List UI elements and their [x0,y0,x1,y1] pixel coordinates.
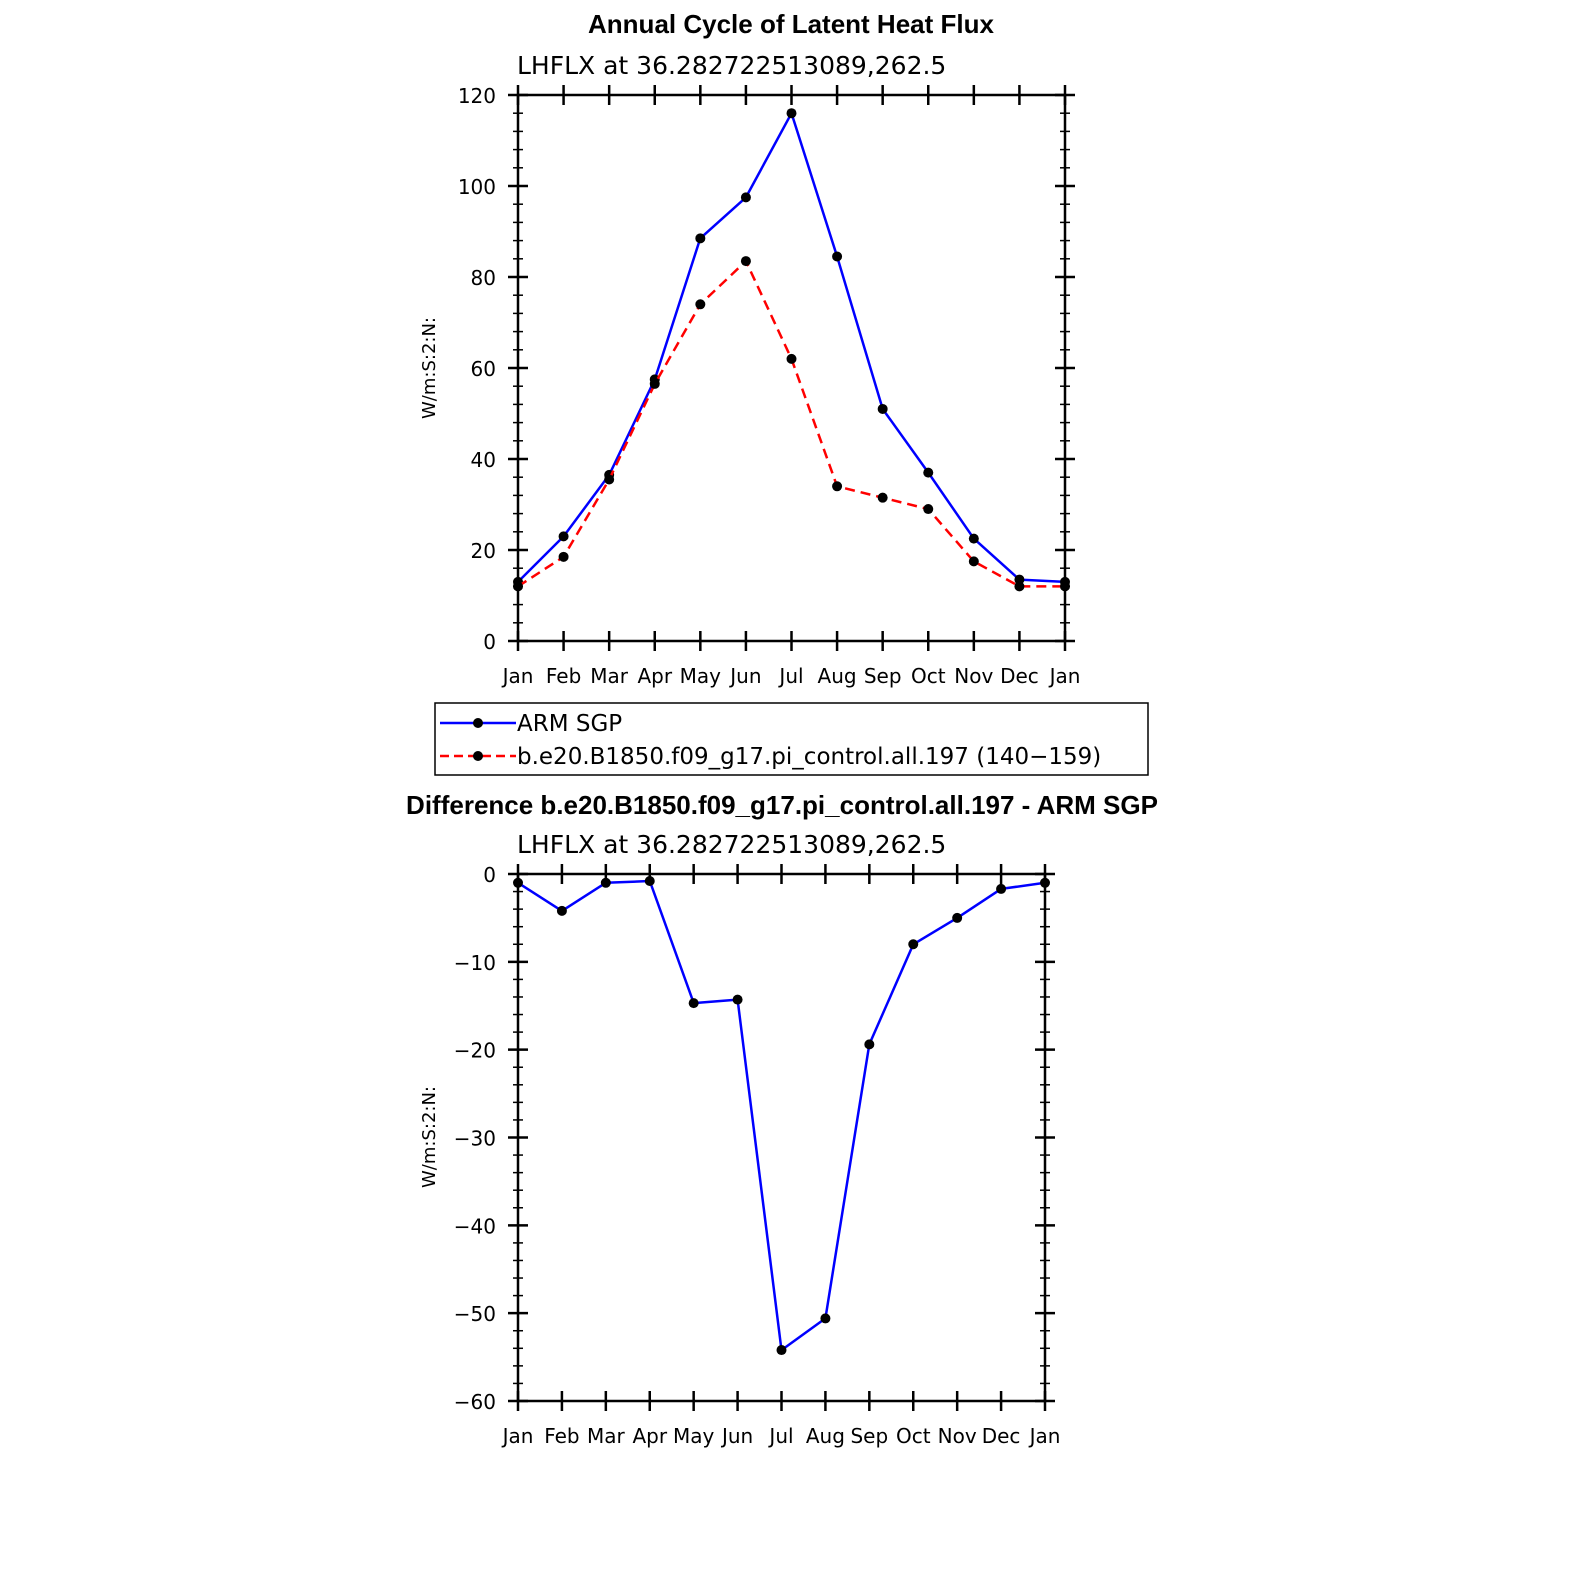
difference-data-point-0 [820,1313,831,1324]
y-tick-label: 120 [458,84,496,108]
data-point-0 [923,467,934,478]
data-point-1 [558,551,569,562]
data-point-1 [877,492,888,503]
data-point-1 [740,256,751,267]
data-point-0 [832,251,843,262]
data-point-1 [695,299,706,310]
difference-x-tick-label: Dec [982,1424,1021,1448]
difference-x-tick-label: Sep [850,1424,888,1448]
data-point-1 [1014,581,1025,592]
difference-data-point-0 [908,939,919,950]
difference-x-tick-label: Jan [501,1424,534,1448]
y-tick-label: 60 [471,357,496,381]
y-tick-label: 100 [458,175,496,199]
data-point-1 [786,353,797,364]
difference-data-point-0 [996,883,1007,894]
series-line-0 [517,111,1066,584]
difference-x-tick-label: Nov [938,1424,977,1448]
y-tick-label: 0 [483,630,496,654]
x-tick-label: Jul [777,664,803,688]
difference-data-point-0 [732,994,743,1005]
data-point-1 [923,504,934,515]
difference-y-tick-label: −10 [454,951,496,975]
x-tick-label: Oct [911,664,946,688]
data-point-0 [968,533,979,544]
difference-data-point-0 [864,1039,875,1050]
x-tick-label: Jan [1048,664,1081,688]
data-point-0 [786,108,797,119]
difference-x-tick-label: Aug [806,1424,845,1448]
difference-subtitle: LHFLX at 36.282722513089,262.5 [517,830,946,859]
series-line-1 [517,259,1065,588]
difference-panel: Difference b.e20.B1850.f09_g17.pi_contro… [406,790,1158,1448]
difference-y-tick-label: −50 [454,1302,496,1326]
difference-x-tick-label: Jan [1028,1424,1061,1448]
x-tick-label: Jun [728,664,761,688]
difference-x-tick-label: Jun [720,1424,753,1448]
difference-data-point-0 [513,877,523,888]
data-point-0 [558,531,569,542]
difference-y-tick-label: −20 [454,1039,496,1063]
difference-y-tick-label: −30 [454,1127,496,1151]
data-point-1 [649,378,660,389]
chart-title: Annual Cycle of Latent Heat Flux [588,9,994,39]
legend-box [434,702,1149,776]
x-tick-label: Nov [954,664,993,688]
legend-label-model: b.e20.B1850.f09_g17.pi_control.all.197 (… [517,744,1101,770]
annual-cycle-panel: Annual Cycle of Latent Heat Flux LHFLX a… [419,9,1080,688]
x-tick-label: Mar [590,664,629,688]
difference-plot-frame [516,872,1047,1403]
difference-x-tick-label: May [673,1424,715,1448]
x-tick-label: Dec [1000,664,1039,688]
difference-x-tick-label: Mar [587,1424,626,1448]
difference-data-point-0 [600,877,611,888]
data-point-1 [832,481,843,492]
difference-y-tick-label: −60 [454,1390,496,1414]
difference-data-point-0 [952,912,963,923]
chart-subtitle: LHFLX at 36.282722513089,262.5 [517,51,946,80]
difference-series-layer [513,876,1050,1356]
y-tick-label: 20 [471,539,496,563]
y-tick-label: 80 [471,266,496,290]
data-point-1 [604,474,615,485]
x-tick-label: May [680,664,722,688]
difference-x-tick-label: Jul [767,1424,793,1448]
legend: ARM SGP b.e20.B1850.f09_g17.pi_control.a… [434,702,1149,776]
legend-label-arm-sgp: ARM SGP [517,711,622,737]
legend-marker-arm-sgp [473,718,483,728]
series-layer [513,108,1070,592]
y-axis-label: W/m:S:2:N: [419,317,440,419]
difference-x-tick-label: Oct [896,1424,931,1448]
difference-series-line-0 [517,879,1046,1352]
y-tick-label: 40 [471,448,496,472]
difference-y-tick-label: 0 [483,863,496,887]
difference-plot-area: Jan Feb Mar Apr May Jun Jul Aug Sep Oct Nov Dec Jan−… [454,863,1061,1448]
difference-x-tick-label: Feb [544,1424,579,1448]
x-tick-label: Sep [864,664,902,688]
x-tick-label: Apr [637,664,672,688]
difference-y-axis-label: W/m:S:2:N: [419,1086,440,1188]
data-point-0 [695,233,706,244]
x-tick-label: Jan [501,664,534,688]
data-point-1 [513,581,523,592]
data-point-0 [740,192,751,203]
data-point-0 [877,403,888,414]
difference-data-point-0 [644,876,655,887]
difference-data-point-0 [556,905,567,916]
plot-area: Jan Feb Mar Apr May Jun Jul Aug Sep Oct Nov Dec Jan0… [458,84,1081,688]
difference-data-point-0 [776,1345,787,1356]
difference-y-tick-label: −40 [454,1214,496,1238]
difference-data-point-0 [1040,877,1050,888]
x-tick-label: Aug [818,664,857,688]
plot-frame [516,93,1067,643]
data-point-1 [968,556,979,567]
x-tick-label: Feb [546,664,581,688]
legend-marker-model [473,751,483,761]
difference-data-point-0 [688,998,699,1009]
difference-x-tick-label: Apr [632,1424,667,1448]
difference-title: Difference b.e20.B1850.f09_g17.pi_contro… [406,790,1158,820]
data-point-1 [1060,581,1070,592]
